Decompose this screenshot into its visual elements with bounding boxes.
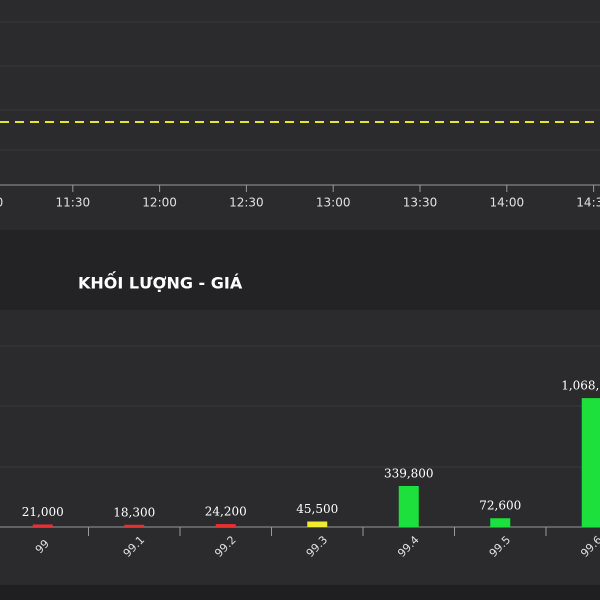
time-tick-label: 12:30 <box>229 196 264 210</box>
bar-value-label: 339,800 <box>384 466 434 480</box>
bar <box>490 518 511 527</box>
section-header <box>0 230 600 310</box>
bar <box>32 524 53 527</box>
bar-value-label: 72,600 <box>479 499 521 513</box>
bar-value-label: 21,000 <box>22 505 64 519</box>
time-tick-label: 11:00 <box>0 196 3 210</box>
time-tick-label: 14:30 <box>576 196 600 210</box>
time-tick-label: 13:30 <box>403 196 438 210</box>
price-panel <box>0 0 600 230</box>
time-tick-label: 11:30 <box>56 196 91 210</box>
volume-panel <box>0 310 600 585</box>
time-tick-label: 14:00 <box>490 196 525 210</box>
section-title: KHỐI LƯỢNG - GIÁ <box>78 272 243 293</box>
bar <box>307 521 328 527</box>
bar <box>398 485 419 527</box>
price-grid <box>0 21 600 151</box>
bar-value-label: 45,500 <box>296 502 338 516</box>
bar <box>215 524 236 527</box>
bar <box>581 398 600 527</box>
bar-value-label: 18,300 <box>113 505 155 519</box>
volume-grid <box>0 345 600 468</box>
bar-value-label: 24,200 <box>205 505 247 519</box>
bar-value-label: 1,068,000 <box>561 379 600 393</box>
time-tick-label: 12:00 <box>142 196 177 210</box>
time-tick-label: 13:00 <box>316 196 351 210</box>
bar <box>124 524 145 527</box>
